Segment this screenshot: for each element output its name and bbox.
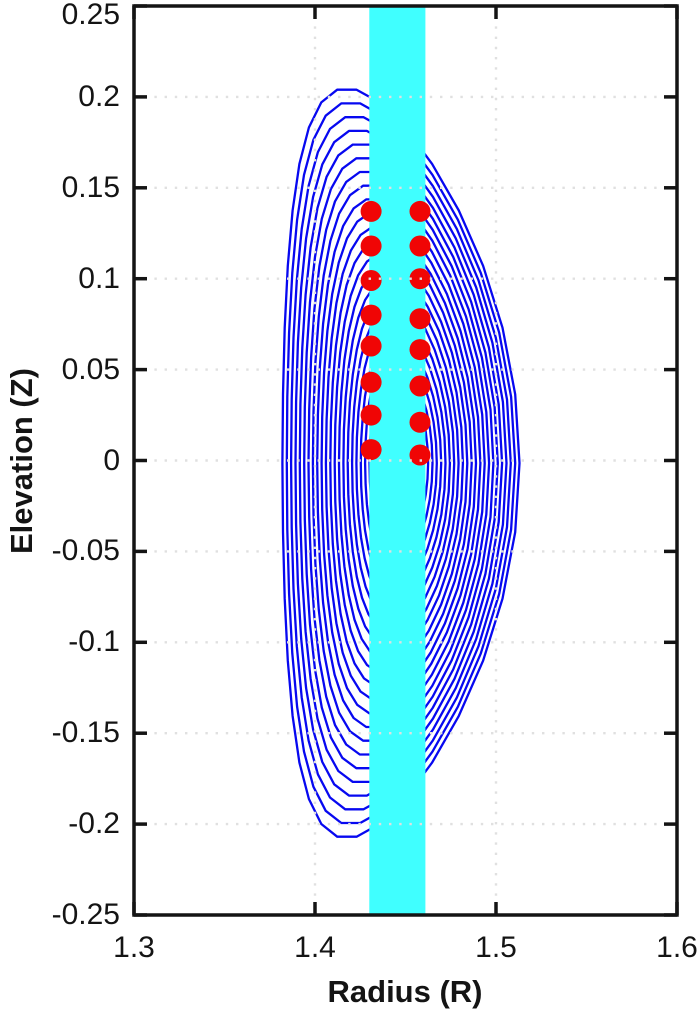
y-axis-label-wrap: Elevation (Z): [0, 6, 46, 915]
data-point-marker: [360, 335, 382, 357]
y-tick-label: 0.15: [61, 170, 120, 204]
data-point-marker: [409, 411, 431, 433]
data-point-marker: [360, 270, 382, 291]
data-point-marker: [409, 375, 431, 397]
data-point-marker: [409, 444, 431, 466]
data-point-marker: [360, 200, 382, 222]
y-tick-label: -0.15: [51, 716, 120, 750]
data-point-marker: [409, 308, 431, 330]
data-point-marker: [360, 439, 382, 461]
y-tick-label: -0.05: [51, 534, 120, 568]
y-tick-label: 0.2: [78, 79, 120, 113]
y-tick-label: 0.1: [78, 261, 120, 295]
y-axis-label: Elevation (Z): [4, 367, 40, 554]
x-tick-label: 1.3: [113, 931, 155, 964]
data-point-marker: [409, 235, 431, 257]
y-tick-label: -0.25: [51, 898, 120, 931]
y-tick-label: -0.1: [68, 625, 120, 659]
scatter-layer: [360, 200, 431, 466]
data-point-marker: [409, 339, 431, 361]
y-tick-label: -0.2: [68, 807, 120, 841]
axes-frame: [132, 4, 679, 917]
x-tick-label: 1.5: [475, 931, 517, 964]
data-point-marker: [409, 200, 431, 222]
data-point-marker: [360, 235, 382, 257]
x-tick-label: 1.4: [294, 931, 336, 964]
x-axis-label: Radius (R): [327, 974, 483, 1009]
y-tick-label: 0.25: [61, 0, 120, 31]
data-point-marker: [360, 371, 382, 393]
data-point-marker: [360, 404, 382, 426]
y-tick-label: 0: [103, 443, 120, 477]
x-tick-label: 1.6: [656, 931, 698, 964]
data-point-marker: [360, 304, 382, 326]
y-tick-label: 0.05: [61, 352, 120, 386]
